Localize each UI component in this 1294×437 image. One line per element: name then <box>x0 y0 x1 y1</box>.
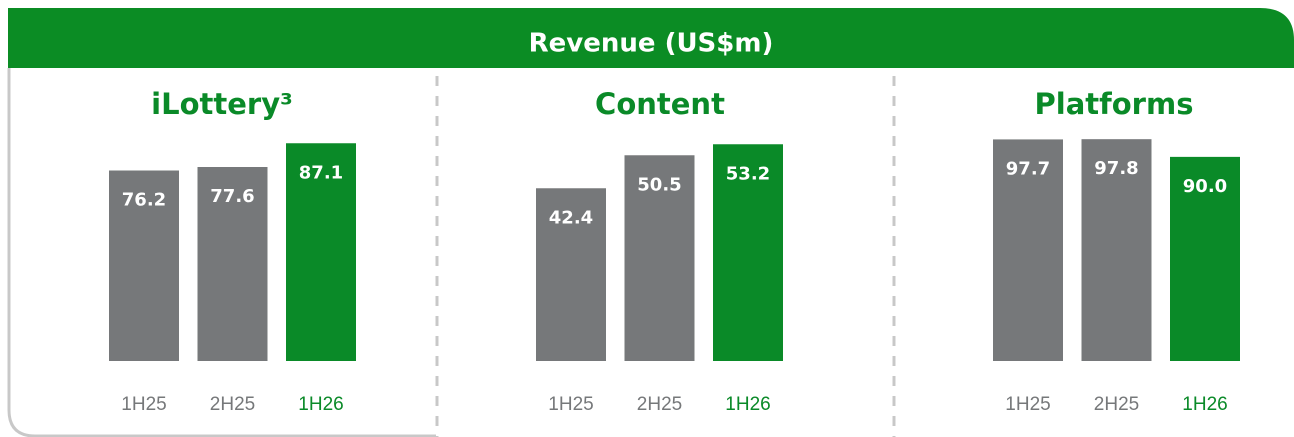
value-label: 42.4 <box>549 207 593 228</box>
x-tick-label: 1H25 <box>548 394 593 415</box>
value-label: 90.0 <box>1183 176 1227 197</box>
panel-title: Platforms <box>1035 87 1194 121</box>
value-label: 50.5 <box>637 174 681 195</box>
value-label: 97.7 <box>1006 158 1050 179</box>
panel-title: iLottery³ <box>151 87 293 121</box>
value-label: 87.1 <box>299 162 343 183</box>
value-label: 97.8 <box>1094 158 1138 179</box>
panel-border <box>7 68 436 437</box>
x-tick-label: 1H25 <box>121 394 166 415</box>
x-tick-label: 1H26 <box>1182 394 1227 415</box>
x-tick-label: 2H25 <box>637 394 682 415</box>
bar <box>197 167 268 361</box>
value-label: 77.6 <box>210 186 254 207</box>
bar <box>536 188 606 361</box>
x-tick-label: 2H25 <box>1094 394 1139 415</box>
x-tick-label: 1H26 <box>298 394 343 415</box>
bar <box>1081 139 1152 361</box>
header-title: Revenue (US$m) <box>529 29 774 59</box>
bar <box>286 143 356 361</box>
value-label: 76.2 <box>122 190 166 211</box>
value-label: 53.2 <box>726 163 770 184</box>
bar <box>109 170 179 361</box>
x-tick-label: 2H25 <box>210 394 255 415</box>
bar <box>993 139 1063 361</box>
header-band <box>8 8 1294 68</box>
bar <box>1170 156 1240 361</box>
x-tick-label: 1H25 <box>1005 394 1050 415</box>
x-tick-label: 1H26 <box>725 394 770 415</box>
bar <box>713 144 783 361</box>
panel-title: Content <box>595 87 725 121</box>
bar <box>624 155 695 361</box>
